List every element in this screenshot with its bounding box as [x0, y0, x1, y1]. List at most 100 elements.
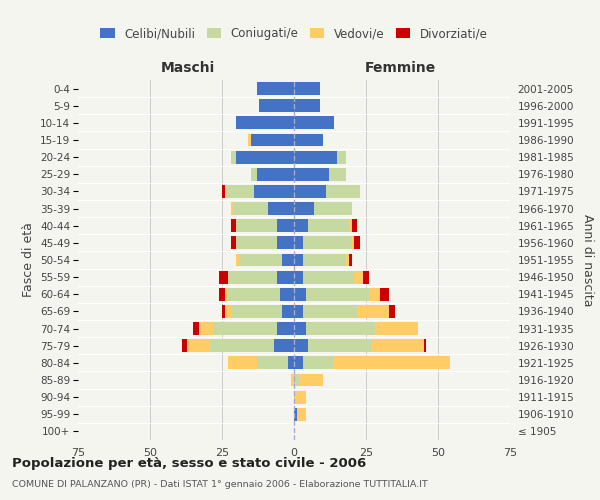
Y-axis label: Anni di nascita: Anni di nascita — [581, 214, 594, 306]
Bar — [236, 220, 277, 232]
Bar — [268, 202, 294, 215]
Bar — [372, 340, 424, 352]
Bar — [294, 82, 320, 95]
Bar — [211, 340, 274, 352]
Bar — [277, 220, 294, 232]
Bar — [222, 185, 225, 198]
Bar — [193, 322, 199, 335]
Bar — [280, 288, 294, 300]
Bar — [294, 116, 334, 130]
Bar — [283, 254, 294, 266]
Bar — [305, 288, 369, 300]
Bar — [294, 236, 302, 250]
Bar — [297, 408, 305, 420]
Bar — [230, 305, 283, 318]
Bar — [251, 134, 294, 146]
Bar — [355, 236, 360, 250]
Bar — [302, 356, 334, 370]
Bar — [230, 220, 236, 232]
Text: Popolazione per età, sesso e stato civile - 2006: Popolazione per età, sesso e stato civil… — [12, 458, 366, 470]
Bar — [259, 100, 294, 112]
Bar — [214, 322, 277, 335]
Bar — [363, 270, 369, 283]
Bar — [326, 185, 360, 198]
Bar — [305, 322, 374, 335]
Bar — [294, 220, 308, 232]
Bar — [424, 340, 427, 352]
Bar — [369, 288, 380, 300]
Bar — [236, 150, 294, 164]
Bar — [254, 185, 294, 198]
Bar — [251, 168, 257, 180]
Bar — [291, 374, 294, 386]
Bar — [308, 340, 372, 352]
Bar — [230, 150, 236, 164]
Bar — [219, 270, 228, 283]
Bar — [294, 254, 302, 266]
Bar — [248, 134, 251, 146]
Bar — [228, 288, 280, 300]
Bar — [302, 305, 358, 318]
Bar — [374, 322, 418, 335]
Bar — [302, 254, 346, 266]
Bar — [274, 340, 294, 352]
Bar — [277, 270, 294, 283]
Bar — [257, 356, 288, 370]
Bar — [329, 168, 346, 180]
Bar — [352, 236, 355, 250]
Bar — [199, 322, 214, 335]
Bar — [294, 288, 305, 300]
Bar — [182, 340, 187, 352]
Bar — [308, 220, 349, 232]
Bar — [294, 150, 337, 164]
Bar — [236, 116, 294, 130]
Bar — [346, 254, 349, 266]
Bar — [257, 168, 294, 180]
Bar — [380, 288, 389, 300]
Bar — [230, 236, 236, 250]
Bar — [294, 202, 314, 215]
Bar — [236, 254, 239, 266]
Y-axis label: Fasce di età: Fasce di età — [22, 222, 35, 298]
Bar — [294, 134, 323, 146]
Bar — [294, 356, 302, 370]
Bar — [187, 340, 211, 352]
Bar — [228, 270, 277, 283]
Bar — [225, 305, 230, 318]
Bar — [288, 356, 294, 370]
Bar — [349, 254, 352, 266]
Bar — [233, 202, 268, 215]
Bar — [302, 236, 352, 250]
Bar — [334, 356, 449, 370]
Bar — [222, 305, 225, 318]
Bar — [352, 220, 358, 232]
Bar — [337, 150, 346, 164]
Bar — [314, 202, 352, 215]
Bar — [225, 288, 228, 300]
Bar — [302, 270, 355, 283]
Bar — [277, 236, 294, 250]
Bar — [294, 322, 305, 335]
Bar — [294, 305, 302, 318]
Bar — [294, 374, 300, 386]
Bar — [257, 82, 294, 95]
Legend: Celibi/Nubili, Coniugati/e, Vedovi/e, Divorziati/e: Celibi/Nubili, Coniugati/e, Vedovi/e, Di… — [95, 22, 493, 45]
Bar — [294, 408, 297, 420]
Text: Femmine: Femmine — [365, 61, 436, 75]
Text: Maschi: Maschi — [160, 61, 215, 75]
Bar — [228, 356, 257, 370]
Bar — [239, 254, 283, 266]
Bar — [294, 185, 326, 198]
Bar — [219, 288, 225, 300]
Bar — [236, 236, 277, 250]
Bar — [294, 340, 308, 352]
Bar — [283, 305, 294, 318]
Bar — [300, 374, 323, 386]
Bar — [355, 270, 363, 283]
Bar — [225, 185, 254, 198]
Bar — [349, 220, 352, 232]
Bar — [294, 168, 329, 180]
Bar — [358, 305, 389, 318]
Bar — [277, 322, 294, 335]
Bar — [230, 202, 233, 215]
